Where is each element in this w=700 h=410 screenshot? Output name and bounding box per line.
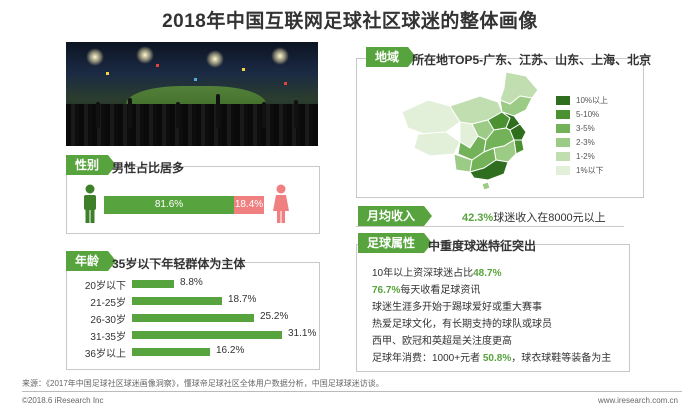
legend-swatch	[556, 152, 570, 161]
traits-panel	[356, 244, 630, 372]
trait-line: 76.7%每天收看足球资讯	[372, 285, 481, 296]
legend-swatch	[556, 138, 570, 147]
age-category-label: 21-25岁	[90, 298, 126, 309]
income-line: 42.3%球迷收入在8000元以上	[462, 209, 606, 225]
age-value-label: 25.2%	[260, 311, 289, 322]
legend-label: 1-2%	[576, 152, 595, 161]
legend-label: 3-5%	[576, 124, 595, 133]
stadium-photo	[66, 42, 318, 146]
age-bar	[132, 314, 254, 322]
age-value-label: 31.1%	[288, 328, 317, 339]
legend-swatch	[556, 124, 570, 133]
page-title: 2018年中国互联网足球社区球迷的整体画像	[162, 11, 538, 32]
trait-highlight: 50.8%	[482, 353, 512, 364]
female-bar: 18.4%	[234, 196, 264, 214]
source-note: 来源：《2017年中国足球社区球迷画像洞察》，懂球帝足球社区全体用户数据分析，中…	[22, 379, 384, 388]
age-headline: 35岁以下年轻群体为主体	[112, 257, 246, 271]
trait-line: 足球年消费：1000+元者 50.8%，球衣球鞋等装备为主	[372, 353, 612, 364]
legend-swatch	[556, 166, 570, 175]
region-tag: 地域	[366, 47, 417, 67]
legend-swatch	[556, 110, 570, 119]
age-value-label: 8.8%	[180, 277, 203, 288]
china-map	[401, 71, 539, 191]
age-bar	[132, 297, 222, 305]
region-headline: 所在地TOP5-广东、江苏、山东、上海、北京	[412, 53, 652, 67]
age-category-label: 20岁以下	[84, 281, 126, 292]
trait-line: 10年以上资深球迷占比48.7%	[372, 268, 502, 279]
region-panel	[356, 58, 644, 198]
age-panel	[66, 262, 320, 370]
traits-tag: 足球属性	[358, 233, 433, 253]
traits-headline: 中重度球迷特征突出	[428, 239, 537, 253]
trait-line: 西甲、欧冠和英超是关注度更高	[372, 336, 512, 347]
trait-highlight: 48.7%	[473, 268, 502, 279]
female-icon	[273, 184, 289, 223]
gender-panel	[66, 166, 320, 234]
male-bar: 81.6%	[104, 196, 234, 214]
legend-label: 5-10%	[576, 110, 600, 119]
age-category-label: 36岁以上	[84, 349, 126, 360]
age-category-label: 26-30岁	[90, 315, 126, 326]
age-bar	[132, 280, 174, 288]
age-tag: 年龄	[66, 251, 117, 271]
site-url: www.iresearch.com.cn	[597, 396, 678, 405]
age-bar	[132, 331, 282, 339]
footer-divider	[22, 391, 682, 392]
legend-label: 10%以上	[576, 96, 609, 105]
age-value-label: 16.2%	[216, 345, 245, 356]
income-tag: 月均收入	[358, 206, 433, 226]
gender-headline: 男性占比居多	[112, 161, 185, 175]
copyright: ©2018.6 iResearch Inc	[22, 396, 104, 405]
gender-tag: 性别	[66, 155, 117, 175]
age-category-label: 31-35岁	[90, 332, 126, 343]
trait-line: 球迷生涯多开始于踢球爱好或重大赛事	[372, 302, 542, 313]
male-icon	[84, 184, 96, 223]
trait-line: 热爱足球文化，有长期支持的球队或球员	[372, 319, 552, 330]
income-value: 42.3%	[462, 212, 494, 224]
age-bar	[132, 348, 210, 356]
income-text: 球迷收入在8000元以上	[493, 212, 606, 224]
legend-label: 2-3%	[576, 138, 595, 147]
legend-label: 1%以下	[576, 166, 604, 175]
legend-swatch	[556, 96, 570, 105]
trait-highlight: 76.7%	[372, 285, 401, 296]
age-value-label: 18.7%	[228, 294, 257, 305]
income-panel	[356, 205, 624, 227]
